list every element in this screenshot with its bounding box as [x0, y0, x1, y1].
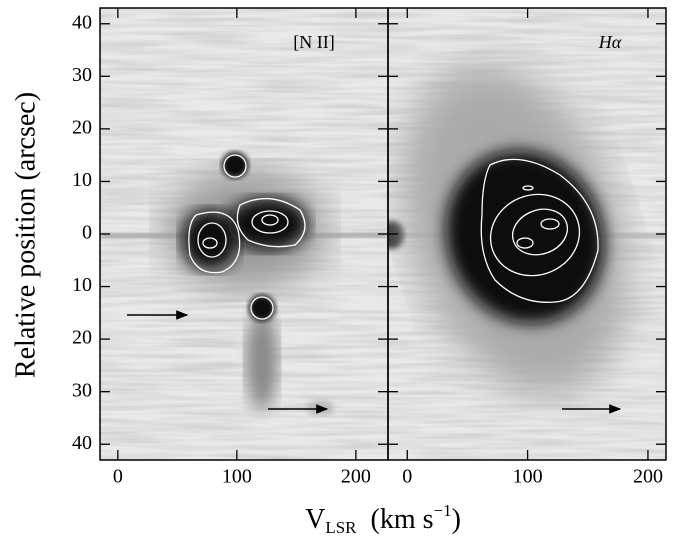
y-tick-label: 40: [72, 432, 92, 454]
x-tick-label: 0: [402, 466, 412, 488]
y-tick-label: 20: [72, 116, 92, 138]
x-title-part: ): [452, 504, 461, 535]
x-title-sub: LSR: [325, 518, 357, 537]
y-tick-label: 30: [72, 64, 92, 86]
y-tick-label: 40: [72, 11, 92, 33]
y-tick-label: 20: [72, 327, 92, 349]
x-title-part: V: [305, 504, 325, 535]
x-tick-label: 0: [113, 466, 123, 488]
y-tick-label: 30: [72, 379, 92, 401]
nii-image: [100, 8, 388, 460]
x-tick-label: 100: [222, 466, 252, 488]
x-tick-label: 200: [633, 466, 663, 488]
y-axis-title: Relative position (arcsec): [10, 92, 41, 378]
x-title-part: (km s: [371, 504, 434, 535]
x-axis-title: VLSR (km s−1): [305, 501, 461, 537]
x-title-sup: −1: [434, 501, 452, 520]
y-tick-label: 10: [72, 169, 92, 191]
y-tick-label: 0: [82, 222, 92, 244]
panel-title: [N II]: [293, 32, 334, 52]
y-tick-label: 10: [72, 274, 92, 296]
x-tick-label: 100: [513, 466, 543, 488]
panel-title: Hα: [598, 32, 622, 52]
x-tick-label: 200: [341, 466, 371, 488]
halpha-image: [388, 8, 666, 460]
